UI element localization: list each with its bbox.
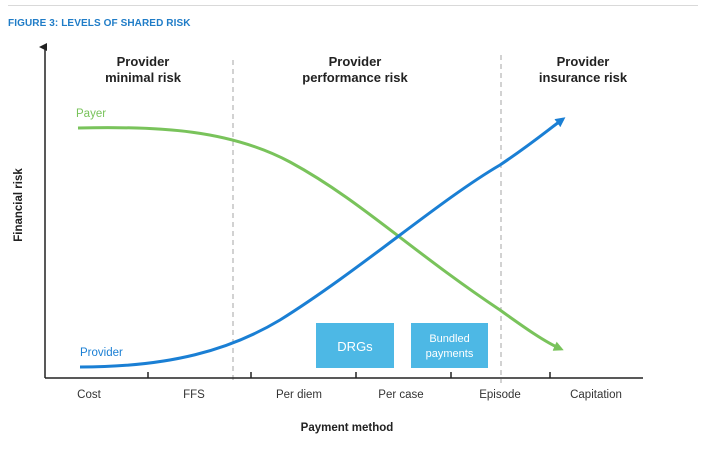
zone-title-performance-line1: Provider xyxy=(329,54,382,69)
bundled-payments-box xyxy=(411,323,488,368)
category-episode: Episode xyxy=(479,389,521,401)
zone-title-minimal-line1: Provider xyxy=(117,54,170,69)
provider-curve xyxy=(79,117,566,369)
category-capitation: Capitation xyxy=(570,389,622,401)
provider-label: Provider xyxy=(80,347,123,359)
drgs-box xyxy=(316,323,394,368)
payer-curve xyxy=(77,126,564,351)
drgs-box-label: DRGs xyxy=(337,339,373,354)
bundled-payments-label-line2: payments xyxy=(426,348,474,360)
zone-title-insurance-line1: Provider xyxy=(557,54,610,69)
category-cost: Cost xyxy=(77,389,101,401)
figure-title: FIGURE 3: LEVELS OF SHARED RISK xyxy=(8,18,191,29)
category-per-diem: Per diem xyxy=(276,389,322,401)
x-axis-title: Payment method xyxy=(301,422,394,434)
zone-title-minimal-line2: minimal risk xyxy=(105,70,182,85)
bundled-payments-label-line1: Bundled xyxy=(429,333,469,345)
category-per-case: Per case xyxy=(378,389,423,401)
category-ffs: FFS xyxy=(183,389,205,401)
zone-title-insurance-line2: insurance risk xyxy=(539,70,628,85)
top-rule xyxy=(8,5,698,6)
zone-title-performance-line2: performance risk xyxy=(302,70,408,85)
y-axis-title: Financial risk xyxy=(13,168,25,242)
payer-label: Payer xyxy=(76,108,106,120)
